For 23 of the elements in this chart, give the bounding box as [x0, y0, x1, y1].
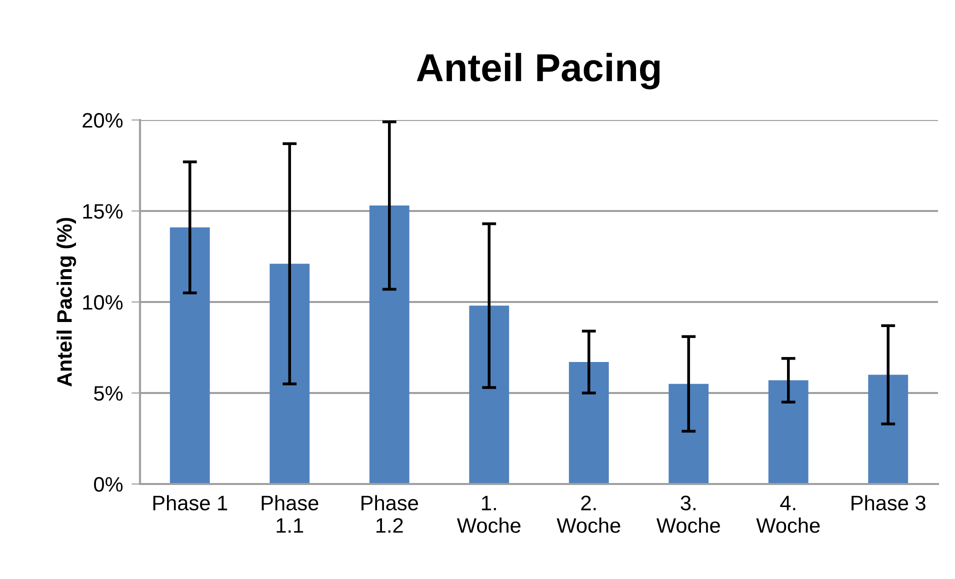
bar — [768, 380, 808, 484]
x-tick-label: 2. Woche — [556, 496, 620, 533]
y-tick-label: 0% — [94, 477, 123, 492]
y-tick-label: 5% — [94, 386, 123, 401]
bar — [568, 362, 609, 484]
x-tick-label: Phase 3 — [852, 495, 926, 510]
y-tick-label: 10% — [83, 295, 123, 310]
x-tick-label: 3. Woche — [656, 496, 720, 533]
x-tick-label: Phase 1.2 — [362, 495, 418, 533]
x-tick-label: 4. Woche — [756, 496, 820, 533]
y-tick-label: 20% — [82, 113, 123, 128]
bar — [469, 306, 510, 484]
bar — [270, 264, 310, 484]
y-axis-title: Anteil Pacing (%) — [56, 218, 76, 387]
bar — [668, 384, 709, 484]
x-tick-label: 1. Woche — [456, 496, 520, 533]
chart-title: Anteil Pacing — [416, 52, 660, 90]
bar — [369, 206, 410, 484]
bar — [170, 227, 210, 484]
y-tick-label: 15% — [83, 204, 123, 219]
x-tick-label: Phase 1 — [153, 495, 228, 510]
x-tick-label: Phase 1.1 — [262, 495, 318, 533]
bar — [868, 374, 908, 484]
